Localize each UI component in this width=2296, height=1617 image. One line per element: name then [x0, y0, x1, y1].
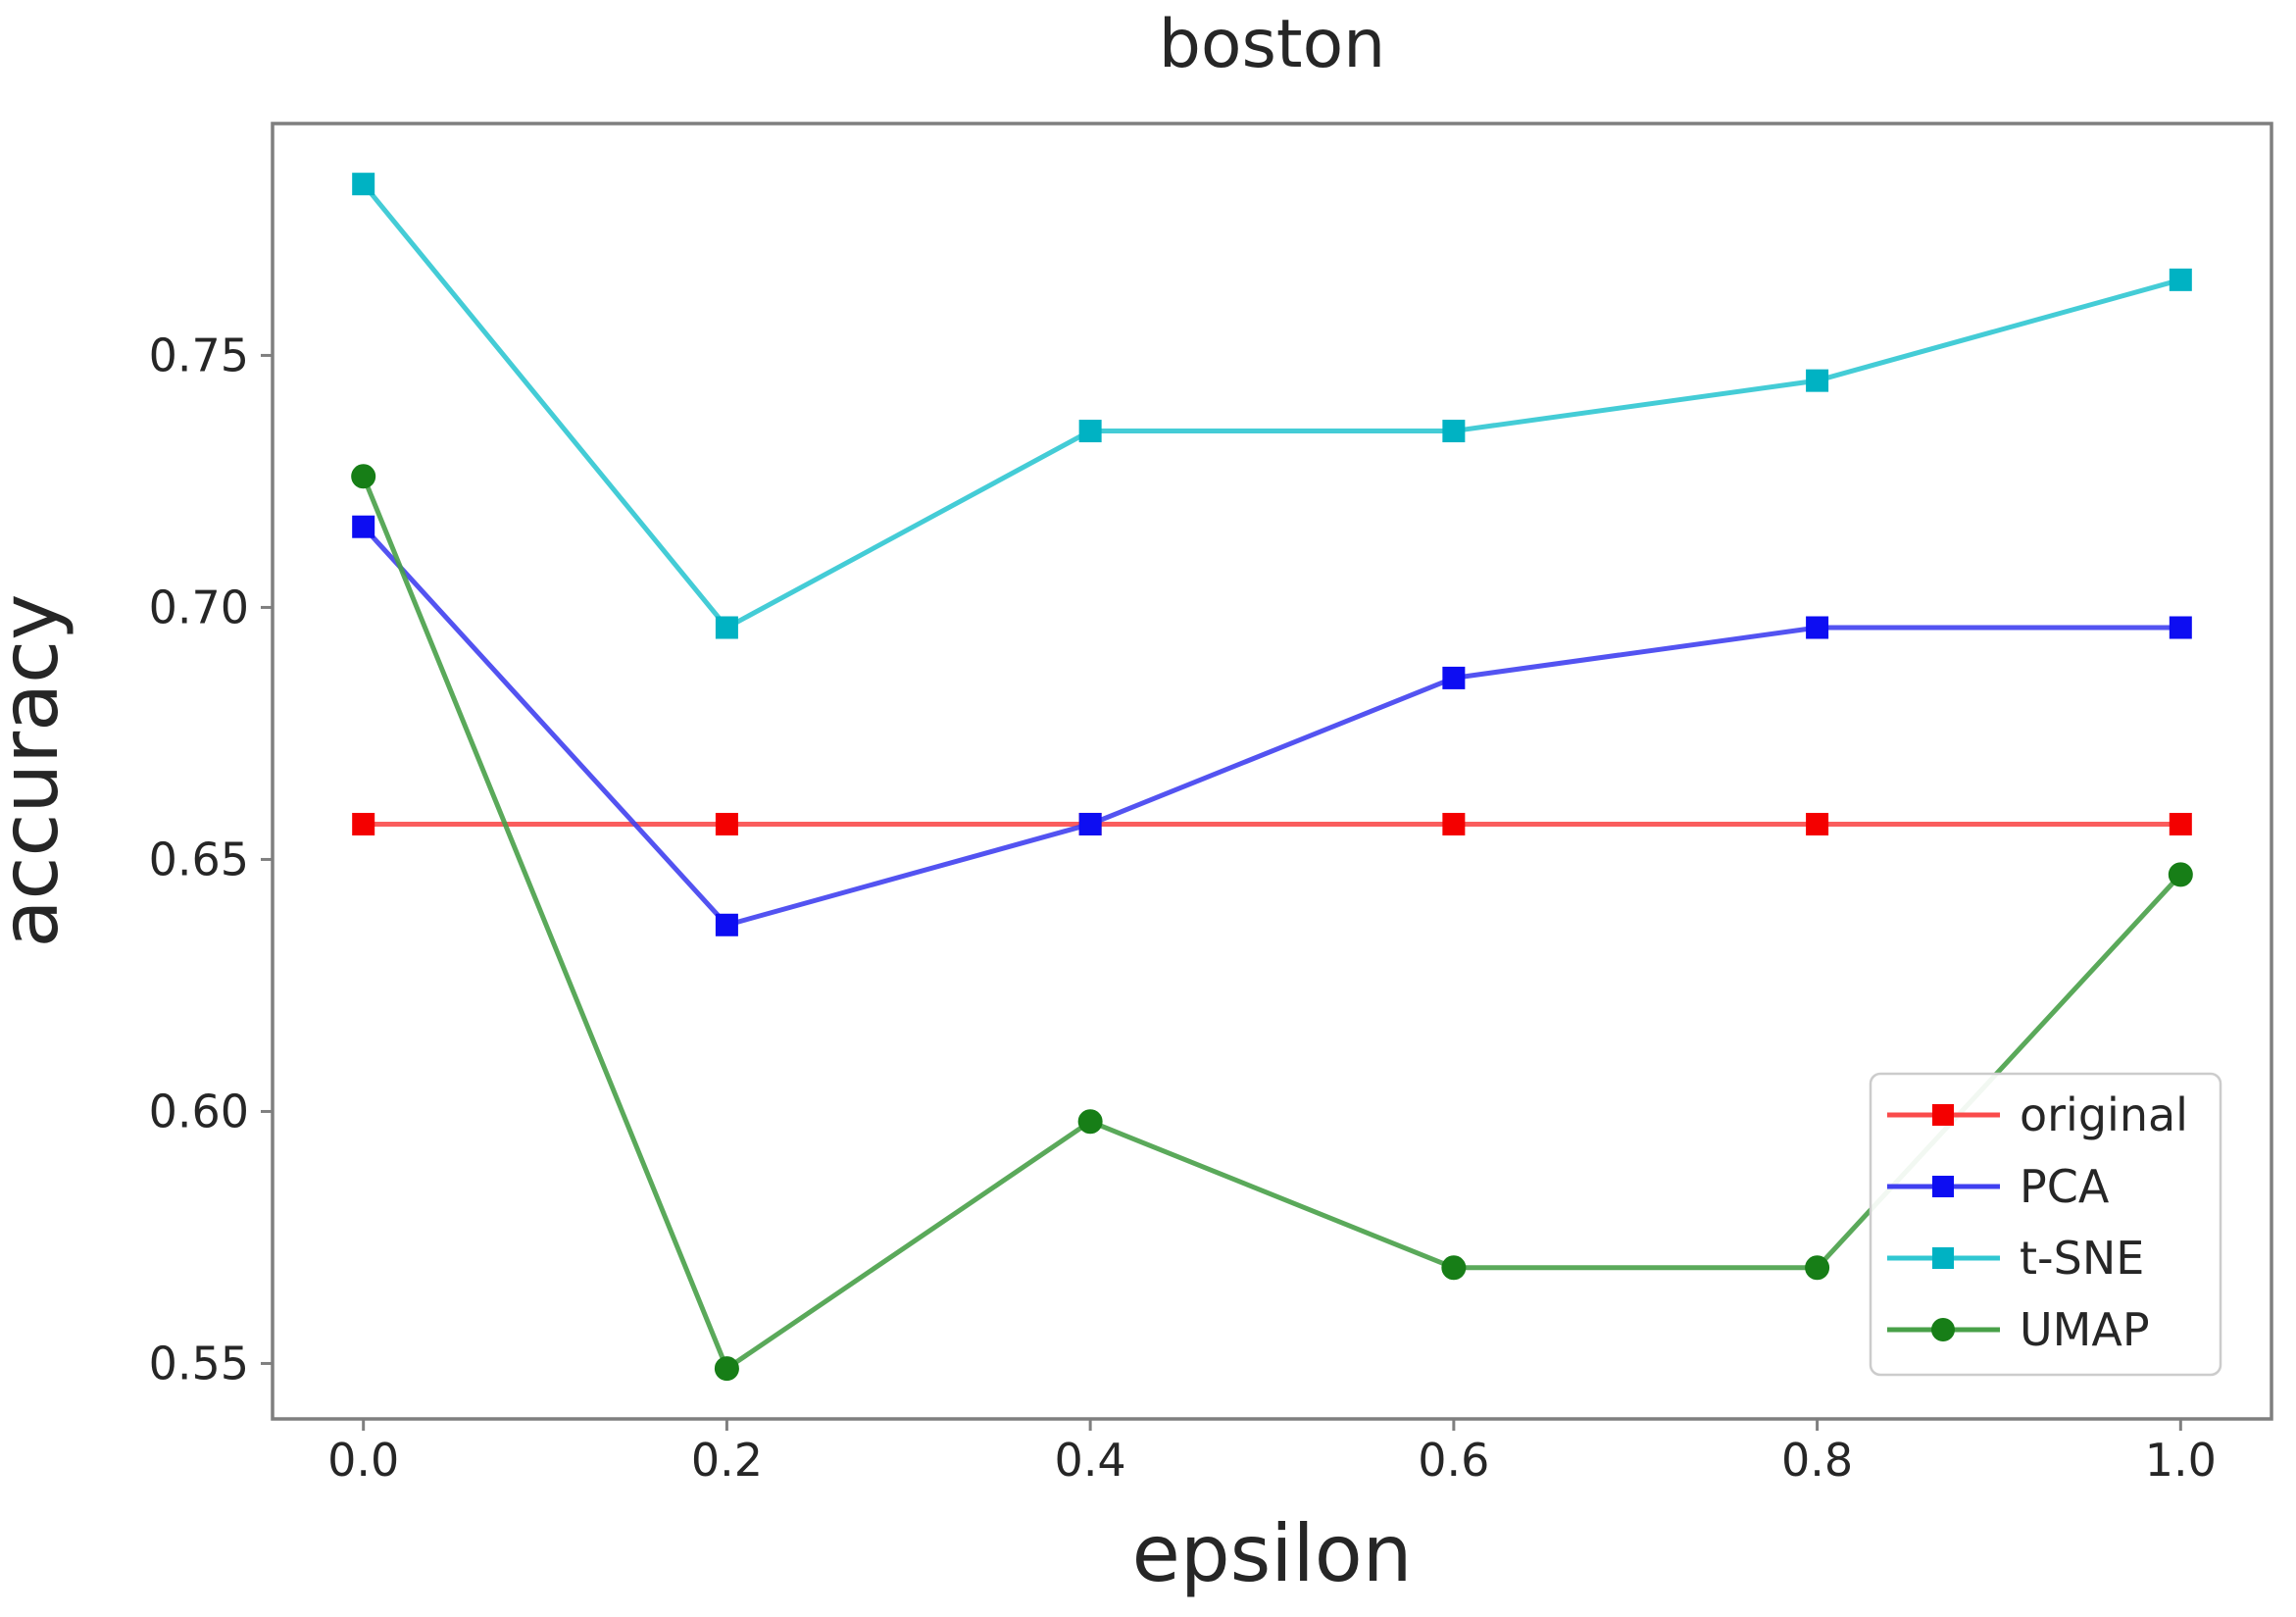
series-marker-PCA	[1078, 812, 1102, 835]
chart-title: boston	[1159, 6, 1386, 83]
x-tick-label: 0.6	[1418, 1434, 1489, 1487]
legend-marker-UMAP	[1931, 1318, 1955, 1341]
legend-label: UMAP	[2020, 1303, 2150, 1356]
y-tick-label: 0.55	[149, 1337, 249, 1390]
series-marker-original	[2169, 812, 2192, 835]
series-marker-original	[352, 812, 375, 835]
y-tick-label: 0.75	[149, 328, 249, 381]
series-marker-PCA	[1442, 666, 1466, 689]
series-marker-t-SNE	[1806, 369, 1829, 392]
legend-marker-t-SNE	[1932, 1247, 1954, 1269]
legend-label: PCA	[2020, 1160, 2110, 1213]
x-axis-label: epsilon	[1132, 1508, 1413, 1599]
legend-item-original: original	[1887, 1088, 2188, 1141]
series-marker-PCA	[715, 913, 738, 936]
series-marker-UMAP	[1805, 1255, 1830, 1281]
series-marker-UMAP	[351, 464, 376, 489]
series-marker-t-SNE	[352, 173, 375, 196]
series-marker-original	[715, 812, 738, 835]
legend-box	[1869, 1072, 2222, 1377]
series-marker-PCA	[1806, 616, 1829, 639]
plot-border	[271, 122, 2273, 1421]
series-marker-t-SNE	[715, 616, 738, 639]
series-marker-UMAP	[714, 1356, 739, 1382]
x-tick-label: 0.8	[1781, 1434, 1853, 1487]
series-marker-t-SNE	[1442, 420, 1466, 443]
series-marker-PCA	[352, 515, 375, 538]
y-tick-label: 0.65	[149, 833, 249, 885]
legend-label: original	[2020, 1088, 2188, 1141]
legend-label: t-SNE	[2020, 1232, 2144, 1285]
series-line-PCA	[361, 525, 2181, 929]
x-tick-label: 0.0	[327, 1434, 399, 1487]
legend-item-PCA: PCA	[1887, 1160, 2110, 1213]
y-tick-label: 0.60	[149, 1085, 249, 1137]
legend-item-t-SNE: t-SNE	[1887, 1232, 2144, 1285]
series-marker-t-SNE	[2169, 268, 2192, 291]
legend-marker-original	[1932, 1104, 1954, 1126]
x-tick-label: 1.0	[2145, 1434, 2217, 1487]
series-line-t-SNE	[361, 182, 2181, 632]
series-marker-PCA	[2169, 616, 2192, 639]
series-marker-UMAP	[1441, 1255, 1467, 1281]
y-axis-label: accuracy	[0, 594, 75, 948]
y-tick-label: 0.70	[149, 581, 249, 633]
series-marker-original	[1806, 812, 1829, 835]
series-marker-UMAP	[2168, 862, 2193, 887]
series-marker-original	[1442, 812, 1466, 835]
legend-marker-PCA	[1932, 1176, 1954, 1197]
x-tick-label: 0.4	[1055, 1434, 1126, 1487]
series-marker-t-SNE	[1078, 420, 1102, 443]
x-tick-label: 0.2	[691, 1434, 763, 1487]
legend-item-UMAP: UMAP	[1887, 1303, 2150, 1356]
legend: original PCA t-SNE UMAP	[1869, 1072, 2222, 1377]
series-marker-UMAP	[1077, 1109, 1103, 1135]
